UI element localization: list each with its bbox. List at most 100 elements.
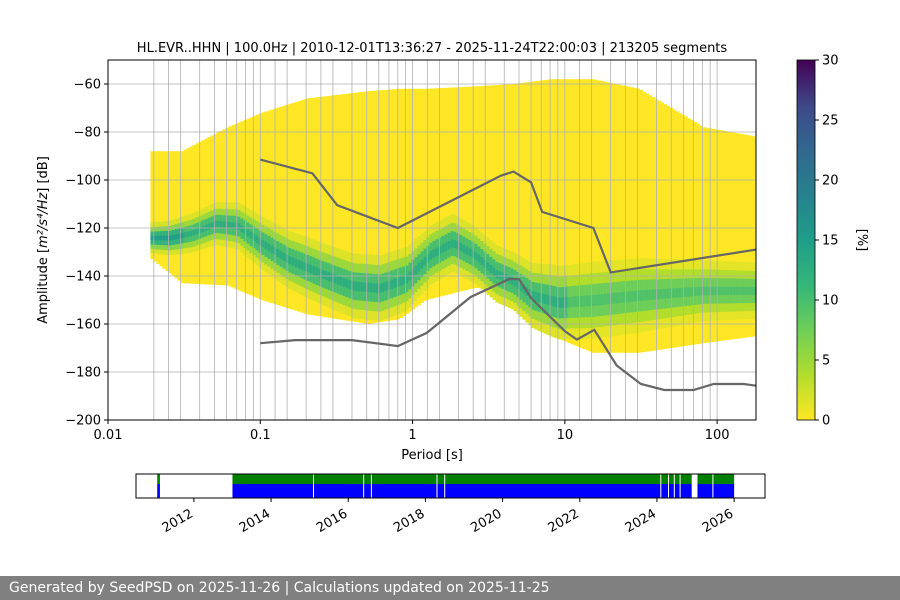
density-mode-cell: [687, 277, 691, 288]
density-mode-cell: [630, 269, 634, 281]
density-column: [735, 133, 739, 339]
density-mode-cell: [207, 228, 211, 236]
density-mode-cell: [324, 279, 328, 289]
density-mode-cell: [246, 236, 250, 244]
density-mode-cell: [492, 283, 496, 292]
density-column: [162, 151, 166, 269]
density-mode-cell: [639, 268, 643, 280]
density-mode-cell: [267, 220, 271, 229]
density-mode-cell: [156, 248, 160, 254]
density-mode-cell: [237, 229, 241, 237]
density-mode-cell: [390, 306, 394, 317]
density-mode-cell: [600, 282, 604, 295]
density-mode-cell: [732, 278, 736, 287]
density-mode-cell: [519, 307, 523, 317]
density-mode-cell: [705, 260, 709, 270]
density-mode-cell: [474, 235, 478, 244]
density-mode-cell: [522, 258, 526, 268]
density-mode-cell: [648, 279, 652, 290]
density-mode-cell: [450, 255, 454, 265]
density-mode-cell: [219, 233, 223, 240]
density-mode-cell: [711, 286, 715, 296]
density-column: [399, 88, 403, 319]
density-mode-cell: [522, 266, 526, 277]
density-mode-cell: [618, 302, 622, 314]
density-mode-cell: [753, 278, 756, 287]
density-column: [303, 99, 307, 314]
density-mode-cell: [507, 258, 511, 268]
density-mode-cell: [714, 311, 718, 321]
density-mode-cell: [432, 265, 436, 275]
density-mode-cell: [312, 256, 316, 267]
density-mode-cell: [384, 299, 388, 310]
density-mode-cell: [330, 263, 334, 274]
density-mode-cell: [288, 247, 292, 257]
density-column: [624, 86, 628, 353]
density-mode-cell: [348, 297, 352, 308]
density-mode-cell: [150, 248, 154, 254]
density-mode-cell: [570, 264, 574, 276]
density-column: [636, 88, 640, 353]
density-mode-cell: [159, 244, 163, 250]
density-mode-cell: [240, 245, 244, 253]
density-mode-cell: [261, 254, 265, 263]
density-column: [486, 85, 490, 289]
x-tick-label: 10: [557, 428, 574, 443]
density-mode-cell: [189, 230, 193, 237]
density-column: [609, 82, 613, 353]
density-mode-cell: [672, 287, 676, 298]
density-mode-cell: [318, 276, 322, 287]
density-column: [495, 85, 499, 288]
density-mode-cell: [309, 255, 313, 265]
density-mode-cell: [216, 202, 220, 209]
density-mode-cell: [543, 273, 547, 285]
density-mode-cell: [699, 268, 703, 279]
density-mode-cell: [444, 217, 448, 227]
density-mode-cell: [234, 222, 238, 230]
density-mode-cell: [636, 300, 640, 312]
density-mode-cell: [684, 277, 688, 288]
density-mode-cell: [276, 264, 280, 273]
density-mode-cell: [504, 273, 508, 283]
density-mode-cell: [573, 285, 577, 297]
density-mode-cell: [630, 258, 634, 270]
density-mode-cell: [687, 296, 691, 306]
density-mode-cell: [651, 278, 655, 290]
density-mode-cell: [231, 208, 235, 216]
density-mode-cell: [498, 287, 502, 296]
density-mode-cell: [288, 280, 292, 289]
density-mode-cell: [261, 261, 265, 270]
density-mode-cell: [327, 280, 331, 290]
density-column: [423, 88, 427, 301]
density-mode-cell: [351, 271, 355, 282]
density-mode-cell: [624, 259, 628, 271]
density-mode-cell: [699, 312, 703, 322]
density-mode-cell: [366, 291, 370, 302]
density-mode-cell: [417, 279, 421, 289]
density-column: [489, 85, 493, 288]
density-mode-cell: [513, 294, 517, 303]
density-mode-cell: [504, 257, 508, 266]
density-mode-cell: [603, 304, 607, 316]
density-mode-cell: [159, 221, 163, 227]
density-mode-cell: [723, 294, 727, 304]
density-mode-cell: [156, 230, 160, 236]
density-mode-cell: [336, 284, 340, 294]
density-mode-cell: [156, 244, 160, 250]
density-mode-cell: [558, 276, 562, 288]
noise-model-line: [260, 158, 756, 274]
density-mode-cell: [579, 316, 583, 329]
density-mode-cell: [687, 314, 691, 324]
density-mode-cell: [372, 264, 376, 274]
density-mode-cell: [192, 240, 196, 247]
density-column: [504, 84, 508, 288]
density-mode-cell: [348, 261, 352, 272]
density-mode-cell: [627, 290, 631, 303]
density-mode-cell: [306, 245, 310, 255]
density-mode-cell: [648, 309, 652, 321]
density-column: [612, 83, 616, 353]
density-mode-cell: [498, 262, 502, 272]
density-mode-cell: [489, 256, 493, 265]
density-mode-cell: [450, 238, 454, 248]
density-mode-cell: [696, 295, 700, 305]
